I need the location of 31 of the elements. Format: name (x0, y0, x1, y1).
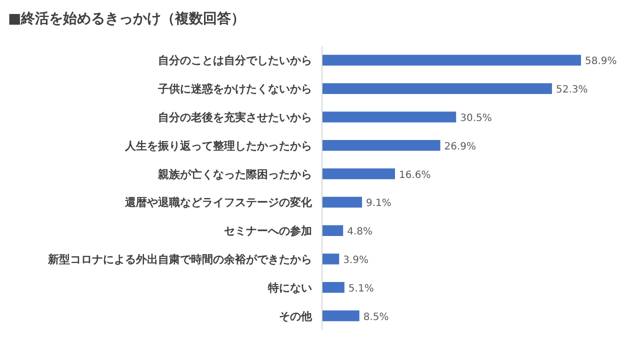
data-label: 5.1% (348, 283, 374, 294)
data-label: 26.9% (444, 141, 476, 152)
data-label: 8.5% (363, 312, 389, 323)
data-label: 30.5% (460, 113, 492, 124)
data-label: 3.9% (343, 255, 369, 266)
bar (322, 140, 440, 151)
y-tick-label: 特にない (267, 281, 312, 294)
y-tick-label: その他 (279, 310, 313, 323)
bar (322, 168, 395, 180)
y-tick-label: 子供に迷惑をかけたくないから (157, 82, 312, 96)
data-label: 16.6% (398, 170, 431, 181)
data-label: 4.8% (347, 226, 373, 238)
bar (322, 225, 344, 236)
data-label: 52.3% (556, 84, 588, 96)
y-tick-label: 還暦や退職などライフステージの変化 (124, 196, 313, 210)
y-tick-label: 新型コロナによる外出自粛で時間の余裕ができたから (47, 253, 312, 266)
y-tick-label: 自分のことは自分でしたいから (158, 54, 312, 68)
bar (322, 54, 581, 66)
text: ■終活を始めるきっかけ（複数回答） (8, 10, 246, 27)
y-tick-label: 親族が亡くなった際困ったから (157, 168, 312, 181)
bar (322, 282, 344, 293)
data-label: 9.1% (366, 198, 392, 210)
bar (322, 310, 360, 322)
y-tick-label: セミナーへの参加 (224, 224, 312, 238)
data-label: 58.9% (585, 56, 617, 68)
bar (322, 112, 456, 122)
y-tick-label: 自分の老後を充実させたいから (158, 111, 312, 124)
bar (322, 83, 552, 94)
y-tick-label: 人生を振り返って整理したかったから (124, 139, 312, 152)
bar (322, 196, 362, 208)
bar (322, 254, 340, 264)
